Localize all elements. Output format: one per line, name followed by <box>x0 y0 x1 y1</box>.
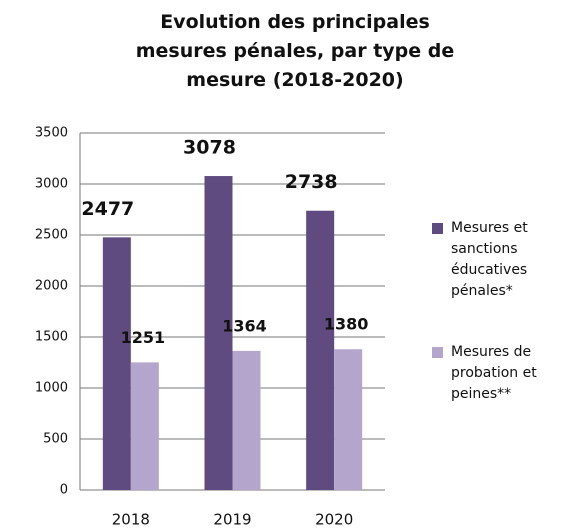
x-tick-label: 2019 <box>213 511 251 529</box>
bar <box>204 176 233 490</box>
legend-label: Mesures de probation et peines** <box>451 344 537 402</box>
value-label: 1380 <box>324 315 369 334</box>
value-label: 2738 <box>285 171 338 193</box>
value-label: 1251 <box>121 328 166 347</box>
y-tick-label: 3000 <box>35 177 68 192</box>
bar <box>306 210 335 490</box>
chart-title: Evolution des principales mesures pénale… <box>135 11 455 91</box>
y-tick-label: 3500 <box>35 126 68 141</box>
y-tick-label: 2500 <box>35 228 68 243</box>
bar <box>102 237 131 490</box>
bar <box>130 362 159 490</box>
bar <box>232 350 261 490</box>
value-label: 2477 <box>81 198 134 220</box>
y-tick-label: 1500 <box>35 330 68 345</box>
y-tick-label: 0 <box>60 483 68 498</box>
legend-item: Mesures et sanctions éducatives pénales* <box>432 218 572 302</box>
value-label: 1364 <box>222 316 267 335</box>
legend-label: Mesures et sanctions éducatives pénales* <box>451 220 528 299</box>
y-tick-label: 500 <box>43 432 68 447</box>
y-tick-label: 1000 <box>35 381 68 396</box>
x-tick-label: 2020 <box>315 511 353 529</box>
bar <box>334 349 363 490</box>
y-tick-label: 2000 <box>35 279 68 294</box>
legend-swatch <box>432 223 443 234</box>
legend-item: Mesures de probation et peines** <box>432 342 572 405</box>
legend-swatch <box>432 347 443 358</box>
x-tick-label: 2018 <box>112 511 150 529</box>
value-label: 3078 <box>183 137 236 159</box>
